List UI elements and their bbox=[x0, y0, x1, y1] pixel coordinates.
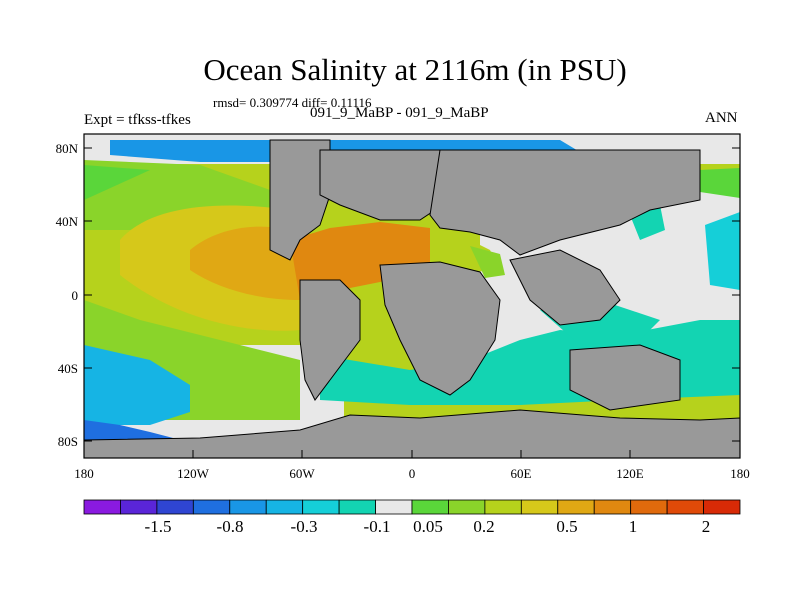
colorbar-swatch bbox=[703, 499, 741, 515]
lat-label-40s: 40S bbox=[58, 361, 78, 376]
colorbar-label-8: 1 bbox=[629, 517, 638, 536]
map-subtitle: 091_9_MaBP - 091_9_MaBP bbox=[310, 105, 489, 121]
colorbar-label-7: 0.5 bbox=[556, 517, 577, 536]
colorbar-label-1: -1.5 bbox=[145, 517, 172, 536]
lat-label-0: 0 bbox=[72, 288, 79, 303]
colorbar-swatch bbox=[520, 499, 559, 515]
lon-label-180e: 180 bbox=[730, 466, 750, 481]
lat-ticks bbox=[84, 147, 740, 442]
lon-label-180w: 180 bbox=[74, 466, 94, 481]
lat-label-40n: 40N bbox=[56, 214, 79, 229]
colorbar-label-4: -0.1 bbox=[364, 517, 391, 536]
colorbar-swatch bbox=[448, 499, 486, 515]
season-label: ANN bbox=[705, 110, 738, 126]
colorbar bbox=[83, 499, 741, 515]
colorbar-label-3: -0.3 bbox=[291, 517, 318, 536]
colorbar-swatch bbox=[557, 499, 595, 515]
colorbar-swatch bbox=[156, 499, 194, 515]
colorbar-swatch bbox=[666, 499, 704, 515]
lon-label-120w: 120W bbox=[177, 466, 210, 481]
colorbar-label-9: 2 bbox=[702, 517, 711, 536]
lon-ticks bbox=[83, 450, 741, 458]
colorbar-swatch bbox=[375, 499, 413, 515]
colorbar-swatch bbox=[630, 499, 668, 515]
lat-label-80s: 80S bbox=[58, 434, 78, 449]
lat-label-80n: 80N bbox=[56, 141, 79, 156]
colorbar-swatch bbox=[229, 499, 267, 515]
colorbar-swatch bbox=[83, 499, 121, 515]
experiment-label: Expt = tfkss-tfkes bbox=[84, 112, 191, 128]
colorbar-label-5: 0.05 bbox=[413, 517, 443, 536]
colorbar-swatch bbox=[484, 499, 522, 515]
colorbar-label-2: -0.8 bbox=[217, 517, 244, 536]
colorbar-swatch bbox=[265, 499, 304, 515]
lon-label-0: 0 bbox=[409, 466, 416, 481]
colorbar-label-6: 0.2 bbox=[473, 517, 494, 536]
map-title: Ocean Salinity at 2116m (in PSU) bbox=[203, 52, 627, 87]
colorbar-swatch bbox=[302, 499, 340, 515]
colorbar-swatch bbox=[338, 499, 376, 515]
colorbar-swatch bbox=[192, 499, 231, 515]
map-field bbox=[84, 134, 740, 458]
colorbar-swatch bbox=[593, 499, 632, 515]
lon-label-60w: 60W bbox=[289, 466, 315, 481]
stats-line: rmsd= 0.309774 diff= 0.11116 bbox=[213, 95, 372, 110]
lon-label-120e: 120E bbox=[616, 466, 644, 481]
colorbar-swatch bbox=[120, 499, 158, 515]
colorbar-swatch bbox=[411, 499, 449, 515]
lon-label-60e: 60E bbox=[511, 466, 532, 481]
